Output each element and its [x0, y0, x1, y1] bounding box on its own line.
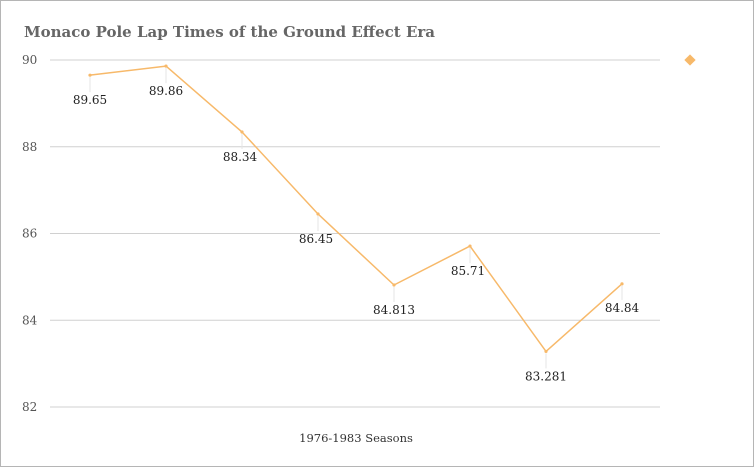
- x-axis-title: 1976-1983 Seasons: [299, 431, 413, 445]
- data-label: 89.65: [73, 93, 107, 107]
- y-axis-ticks: 90 88 86 84 82: [22, 53, 38, 414]
- data-labels: 89.65 89.86 88.34 86.45 84.813 85.71 83.281 84.…: [73, 68, 640, 383]
- data-point[interactable]: [392, 283, 396, 287]
- y-tick-label: 90: [22, 53, 37, 67]
- data-point[interactable]: [468, 244, 472, 248]
- legend-marker-icon[interactable]: [684, 54, 696, 66]
- y-tick-label: 82: [22, 400, 37, 414]
- y-tick-label: 86: [22, 227, 37, 241]
- series-line: [89, 65, 623, 353]
- data-point[interactable]: [316, 212, 320, 216]
- data-label: 83.281: [525, 369, 567, 383]
- gridlines: [50, 59, 660, 408]
- data-point[interactable]: [544, 349, 548, 354]
- data-point[interactable]: [240, 130, 244, 134]
- legend[interactable]: [684, 54, 696, 66]
- data-label: 88.34: [223, 150, 258, 164]
- data-label: 85.71: [451, 264, 485, 278]
- data-point[interactable]: [620, 282, 624, 286]
- data-label: 84.84: [605, 301, 640, 315]
- data-point[interactable]: [164, 64, 168, 68]
- data-label: 84.813: [373, 303, 415, 317]
- chart-title: Monaco Pole Lap Times of the Ground Effe…: [24, 23, 435, 41]
- data-points: [88, 64, 624, 354]
- y-tick-label: 84: [22, 313, 38, 327]
- data-point[interactable]: [88, 73, 92, 77]
- series-line-group: [89, 65, 623, 353]
- data-label: 86.45: [299, 232, 333, 246]
- y-tick-label: 88: [22, 140, 37, 154]
- data-label: 89.86: [149, 84, 183, 98]
